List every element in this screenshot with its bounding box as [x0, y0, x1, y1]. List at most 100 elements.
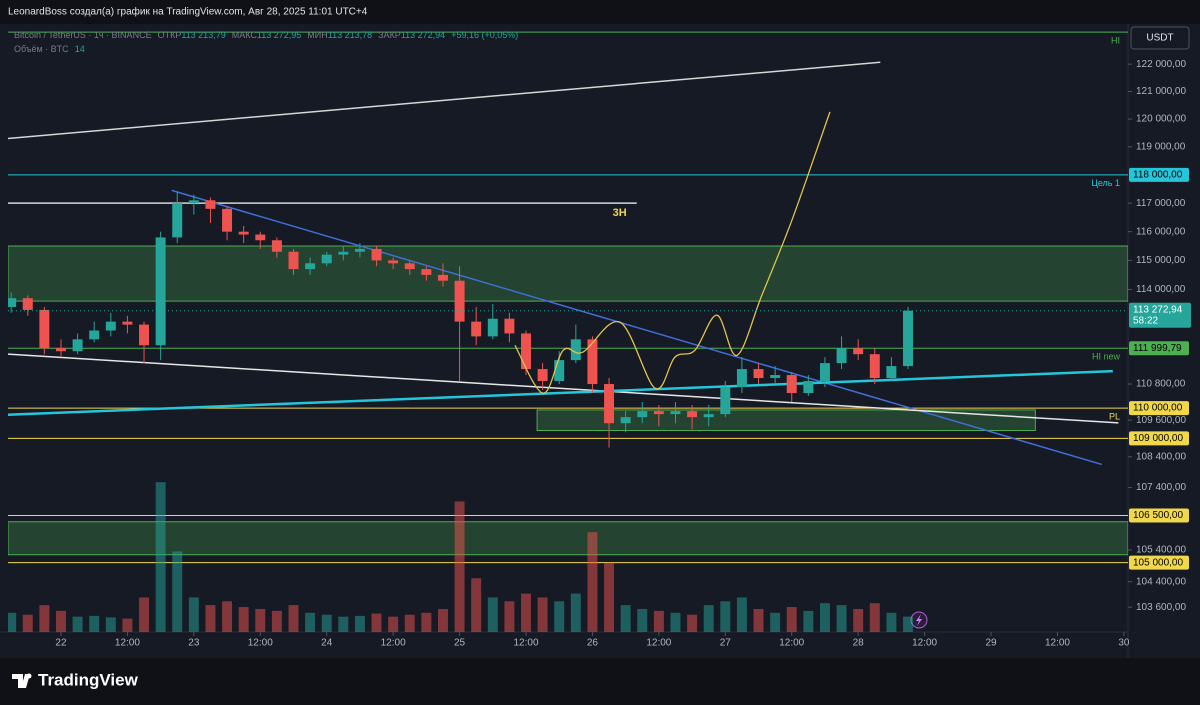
candle-body [786, 375, 797, 394]
candle-body [819, 363, 830, 382]
logo: TradingView [12, 670, 139, 689]
volume-bar [155, 482, 166, 632]
candle-body [404, 263, 415, 270]
volume-bar [205, 605, 216, 632]
header: LeonardBoss создал(а) график на TradingV… [8, 6, 368, 18]
candle-body [753, 369, 764, 379]
y-tick-label: 108 400,00 [1136, 451, 1186, 462]
volume-bar [537, 597, 548, 632]
volume-bar [853, 608, 864, 632]
x-tick-label: 29 [985, 638, 997, 649]
x-tick-label: 25 [454, 638, 466, 649]
stat-label: ЗАКР [378, 30, 401, 40]
candle-body [836, 348, 847, 364]
volume-bar [8, 612, 17, 632]
level-label: 118 000,00 [1133, 170, 1183, 181]
zone [536, 409, 1036, 432]
volume-bar [437, 608, 448, 632]
volume-bar [288, 605, 299, 632]
x-tick-label: 12:00 [248, 638, 273, 649]
volume-bar [487, 597, 498, 632]
level-label-box [1129, 341, 1189, 356]
volume-bar [105, 617, 116, 632]
candle-body [703, 414, 714, 418]
candle-body [487, 318, 498, 337]
volume-bar [172, 551, 183, 632]
x-tick-label: 27 [720, 638, 732, 649]
volume-bar [554, 601, 565, 632]
candle-body [570, 339, 581, 361]
x-tick-label: 12:00 [779, 638, 804, 649]
candle-body [371, 248, 382, 261]
volume-bar [72, 616, 83, 632]
level-label-box [1129, 167, 1189, 182]
volume-bar [504, 601, 515, 632]
level-label: 106 500,00 [1133, 510, 1183, 521]
stat-label: ОТКР [158, 30, 182, 40]
volume-bar [886, 612, 897, 632]
y-tick-label: 104 400,00 [1136, 576, 1186, 587]
volume-bar [22, 614, 33, 632]
volume-bar [770, 612, 781, 632]
candle-body [687, 411, 698, 418]
candle-body [670, 411, 681, 415]
volume-bar [670, 612, 681, 632]
volume-bar [836, 605, 847, 632]
candle-body [8, 298, 17, 307]
level-label: 109 000,00 [1133, 433, 1183, 444]
volume-bar [869, 603, 880, 632]
trend-line [8, 353, 1119, 424]
candle-body [437, 274, 448, 281]
symbol: Bitcoin / TetherUS · 1ч · BINANCE [14, 30, 152, 40]
line-note: 3H [613, 207, 627, 219]
candle-body [604, 384, 615, 424]
candle-body [122, 321, 133, 325]
last-price-label: 113 272,94 [1133, 304, 1183, 315]
candle-body [72, 339, 83, 352]
volume-bar [703, 605, 714, 632]
countdown: 58:22 [1133, 315, 1158, 326]
volume-bar [736, 597, 747, 632]
brand: TradingView [38, 670, 139, 689]
candle-body [105, 321, 116, 331]
stat-value: 113 213,79 [181, 30, 225, 40]
candle-body [504, 318, 515, 334]
volume-bar [653, 610, 664, 632]
volume-bar [471, 578, 482, 632]
candle-body [471, 321, 482, 337]
x-tick-label: 26 [587, 638, 599, 649]
volume-bar [687, 614, 698, 632]
volume-bar [139, 597, 150, 632]
volume-bar [222, 601, 233, 632]
candle-body [139, 324, 150, 346]
candle-body [770, 375, 781, 379]
y-tick-label: 119 000,00 [1136, 141, 1186, 152]
volume-bar [786, 607, 797, 632]
candle-body [554, 360, 565, 382]
stat-label: МИН [307, 30, 327, 40]
currency: USDT [1146, 33, 1173, 44]
x-tick-label: 12:00 [646, 638, 671, 649]
candle-body [205, 200, 216, 209]
level-note: HI new [1092, 352, 1121, 362]
volume-bar [371, 613, 382, 632]
volume-bar [454, 501, 465, 632]
y-tick-label: 103 600,00 [1136, 602, 1186, 613]
candle-body [222, 208, 233, 232]
x-tick-label: 23 [188, 638, 200, 649]
level-label-box [1129, 555, 1189, 570]
candle-body [321, 254, 332, 264]
volume-bar [720, 601, 731, 632]
x-tick-label: 12:00 [115, 638, 140, 649]
volume-bar [521, 593, 531, 632]
volume-bar [122, 618, 133, 632]
level-label-box [1129, 431, 1189, 446]
plot [8, 31, 1128, 632]
x-tick-label: 12:00 [1045, 638, 1070, 649]
y-tick-label: 120 000,00 [1136, 114, 1186, 125]
volume-last: 14 [75, 44, 85, 54]
y-tick-label: 105 400,00 [1136, 545, 1186, 556]
stat-label: МАКС [232, 30, 258, 40]
x-tick-label: 30 [1118, 638, 1130, 649]
volume-bar [388, 616, 399, 632]
